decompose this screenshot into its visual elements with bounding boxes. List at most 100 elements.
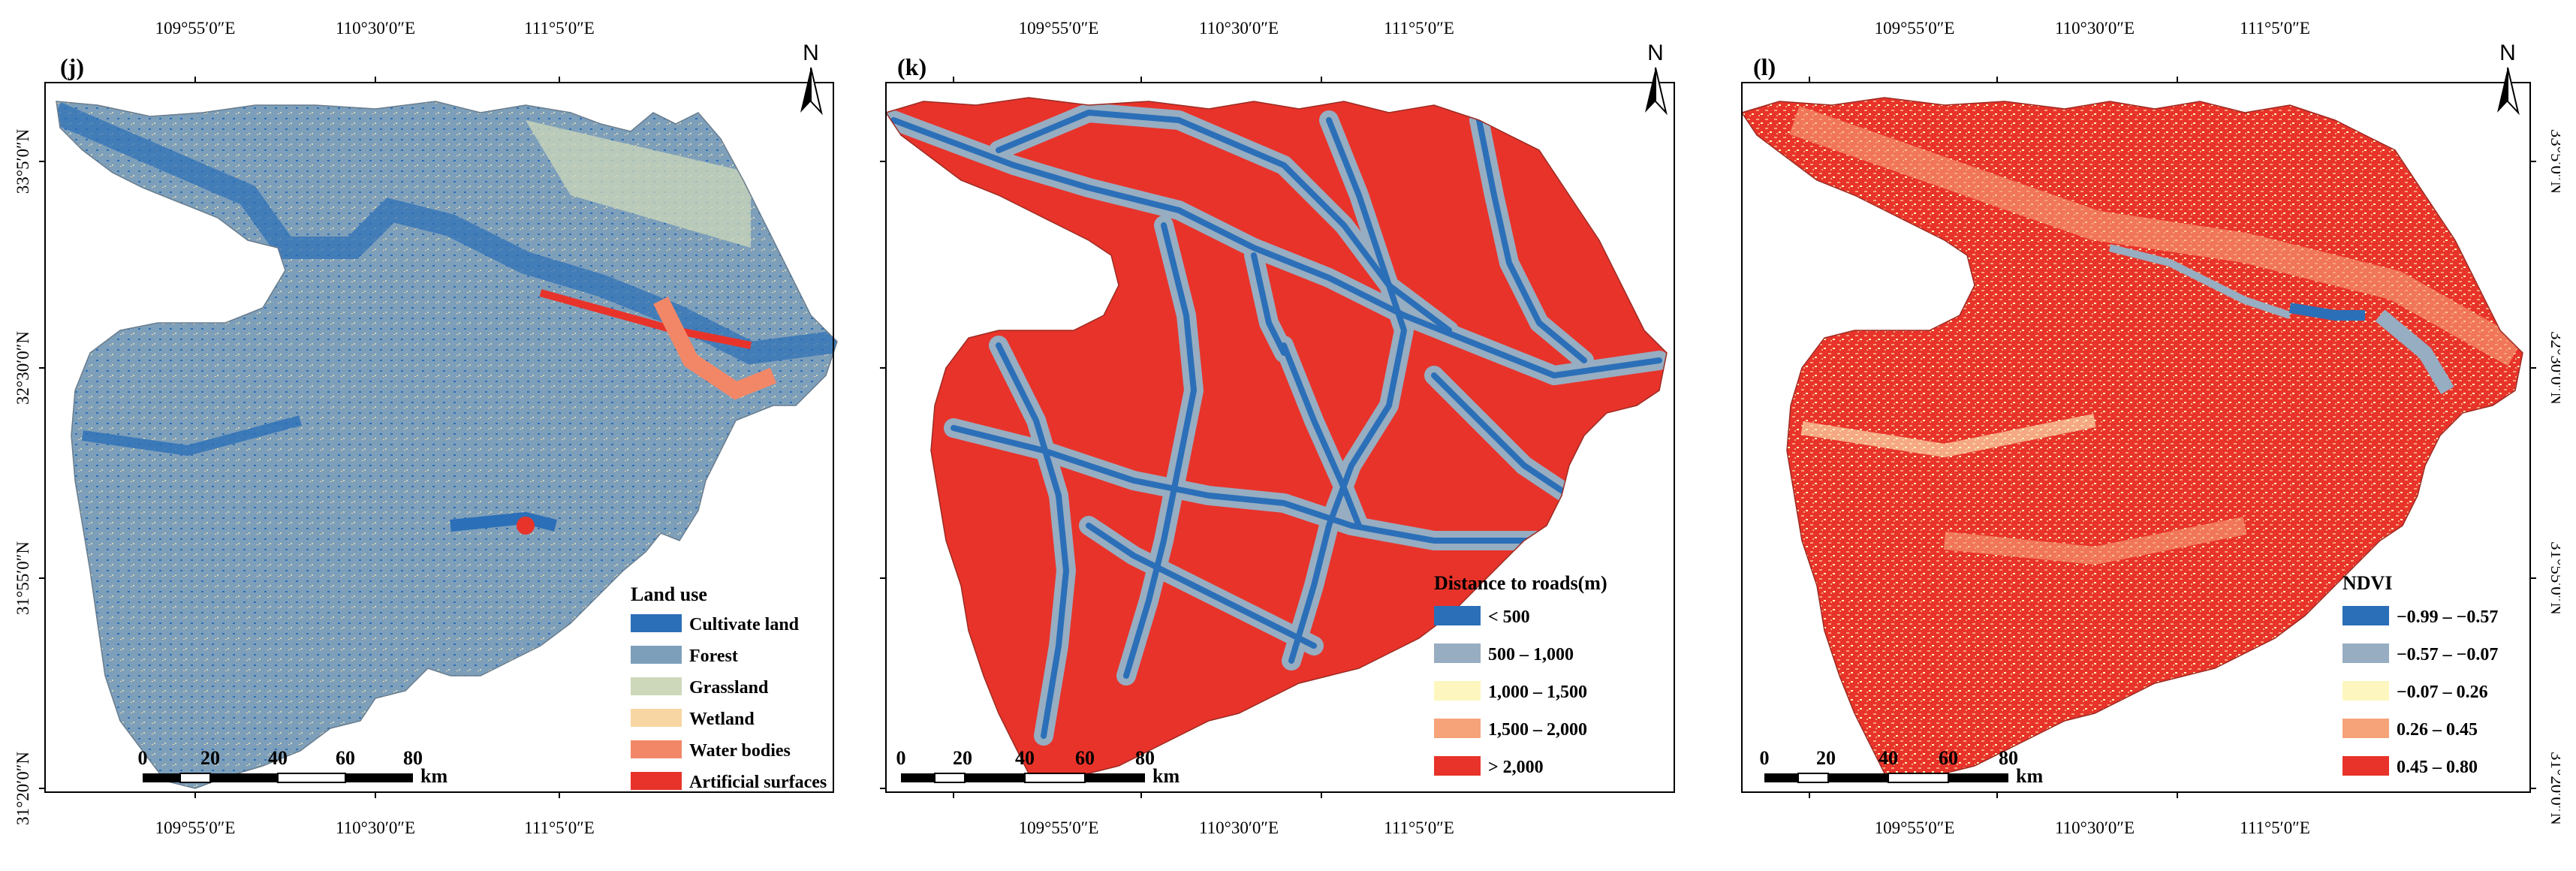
- panel-label-k: (k): [897, 53, 926, 80]
- legend-title: NDVI: [2343, 572, 2392, 594]
- bottom-tick-3: 111°5′0″E: [1384, 818, 1454, 837]
- left-tick-3: 31°55′0″N: [14, 541, 32, 615]
- top-tick-2: 110°30′0″E: [1199, 19, 1279, 38]
- map-l-frame: [1741, 82, 2531, 793]
- svg-text:80: 80: [1135, 747, 1155, 769]
- top-tick-3: 111°5′0″E: [2240, 19, 2310, 38]
- top-tick-1: 109°55′0″E: [1019, 19, 1099, 38]
- north-arrow-icon: N: [2497, 41, 2520, 116]
- top-tick-2: 110°30′0″E: [2055, 19, 2135, 38]
- top-tick-3: 111°5′0″E: [1384, 19, 1454, 38]
- legend-swatch-0: [2343, 606, 2389, 625]
- svg-text:0: 0: [896, 747, 906, 769]
- legend-item-grassland: Grassland: [689, 678, 769, 698]
- map-l-svg: 109°55′0″E 110°30′0″E 111°5′0″E 109°55′0…: [1741, 19, 2560, 837]
- svg-text:20: 20: [953, 747, 972, 769]
- bottom-tick-1: 109°55′0″E: [155, 818, 236, 837]
- top-tick-3: 111°5′0″E: [524, 19, 595, 38]
- legend-swatch-grassland: [631, 677, 682, 695]
- legend-swatch-3: [1434, 719, 1481, 738]
- legend-swatch-cultivate: [631, 614, 682, 632]
- left-tick-1: 33°5′0″N: [14, 128, 32, 194]
- svg-text:40: 40: [268, 747, 288, 769]
- legend-swatch-1: [1434, 643, 1481, 663]
- panel-label-j: (j): [60, 53, 84, 80]
- legend-roads: Distance to roads(m) < 500 500 – 1,000 1…: [1434, 572, 1607, 777]
- scale-unit: km: [420, 765, 447, 787]
- map-panel-j: 109°55′0″E 110°30′0″E 111°5′0″E 109°55′0…: [0, 0, 841, 871]
- bottom-tick-2: 110°30′0″E: [336, 818, 415, 837]
- legend-swatch-0: [1434, 606, 1481, 625]
- svg-text:20: 20: [1816, 747, 1836, 769]
- bottom-tick-3: 111°5′0″E: [524, 818, 595, 837]
- scale-unit: km: [2016, 765, 2043, 787]
- legend-title: Distance to roads(m): [1434, 572, 1607, 594]
- scale-bar: 0 20 40 60 80 km: [896, 747, 1180, 787]
- bottom-tick-2: 110°30′0″E: [2055, 818, 2135, 837]
- north-label: N: [2499, 41, 2516, 65]
- svg-text:80: 80: [403, 747, 423, 769]
- svg-text:40: 40: [1879, 747, 1898, 769]
- legend-item-forest: Forest: [689, 646, 738, 666]
- north-label: N: [803, 41, 819, 65]
- top-tick-1: 109°55′0″E: [1875, 19, 1955, 38]
- legend-swatch-wetland: [631, 709, 682, 727]
- right-tick-3: 31°55′0″N: [2547, 541, 2560, 615]
- map-k-svg: 109°55′0″E 110°30′0″E 111°5′0″E 109°55′0…: [880, 19, 1675, 837]
- legend-item-artificial: Artificial surfaces: [689, 773, 827, 792]
- legend-item-cultivate: Cultivate land: [689, 615, 800, 634]
- scale-bar: 0 20 40 60 80 km: [138, 747, 448, 787]
- svg-text:20: 20: [200, 747, 220, 769]
- map-panel-k: 109°55′0″E 110°30′0″E 111°5′0″E 109°55′0…: [863, 0, 1704, 871]
- svg-text:60: 60: [1939, 747, 1958, 769]
- legend-swatch-1: [2343, 643, 2389, 663]
- legend-title: Land use: [631, 583, 707, 605]
- legend-item-1: 500 – 1,000: [1488, 645, 1574, 665]
- bottom-tick-1: 109°55′0″E: [1875, 818, 1955, 837]
- right-tick-4: 31°20′0″N: [2547, 752, 2560, 825]
- bottom-tick-3: 111°5′0″E: [2240, 818, 2310, 837]
- legend-swatch-forest: [631, 646, 682, 664]
- legend-landuse: Land use Cultivate land Forest Grassland…: [631, 583, 827, 792]
- north-arrow-icon: N: [800, 41, 823, 116]
- legend-swatch-artificial: [631, 772, 682, 790]
- legend-swatch-2: [2343, 681, 2389, 701]
- north-arrow-icon: N: [1645, 41, 1668, 116]
- legend-item-3: 0.26 – 0.45: [2397, 720, 2478, 740]
- left-tick-2: 32°30′0″N: [14, 331, 32, 405]
- svg-text:60: 60: [336, 747, 355, 769]
- legend-item-0: −0.99 – −0.57: [2397, 607, 2498, 627]
- legend-item-4: > 2,000: [1488, 758, 1544, 777]
- left-tick-4: 31°20′0″N: [14, 752, 32, 825]
- map-panel-l: 109°55′0″E 110°30′0″E 111°5′0″E 109°55′0…: [1719, 0, 2560, 871]
- panel-label-l: (l): [1753, 53, 1776, 80]
- map-j-svg: 109°55′0″E 110°30′0″E 111°5′0″E 109°55′0…: [14, 19, 838, 837]
- svg-text:80: 80: [1999, 747, 2018, 769]
- bottom-tick-2: 110°30′0″E: [1199, 818, 1279, 837]
- right-tick-2: 32°30′0″N: [2547, 331, 2560, 405]
- map-j-frame: [44, 82, 834, 793]
- legend-item-1: −0.57 – −0.07: [2397, 645, 2498, 665]
- top-tick-2: 110°30′0″E: [336, 19, 415, 38]
- right-tick-1: 33°5′0″N: [2547, 129, 2560, 194]
- bottom-tick-1: 109°55′0″E: [1019, 818, 1099, 837]
- north-label: N: [1647, 41, 1664, 65]
- legend-swatch-2: [1434, 681, 1481, 701]
- top-tick-1: 109°55′0″E: [155, 19, 236, 38]
- svg-text:40: 40: [1015, 747, 1035, 769]
- legend-swatch-4: [2343, 756, 2389, 776]
- scale-unit: km: [1152, 765, 1180, 787]
- legend-item-3: 1,500 – 2,000: [1488, 720, 1587, 740]
- map-k-frame: [885, 82, 1675, 793]
- svg-text:0: 0: [1760, 747, 1770, 769]
- scale-bar: 0 20 40 60 80 km: [1760, 747, 2044, 787]
- legend-item-4: 0.45 – 0.80: [2397, 758, 2478, 777]
- legend-swatch-water: [631, 740, 682, 758]
- legend-item-wetland: Wetland: [689, 710, 755, 729]
- legend-item-water: Water bodies: [689, 741, 791, 761]
- legend-item-2: −0.07 – 0.26: [2397, 683, 2488, 702]
- svg-text:0: 0: [138, 747, 148, 769]
- svg-text:60: 60: [1075, 747, 1095, 769]
- legend-swatch-4: [1434, 756, 1481, 776]
- legend-swatch-3: [2343, 719, 2389, 738]
